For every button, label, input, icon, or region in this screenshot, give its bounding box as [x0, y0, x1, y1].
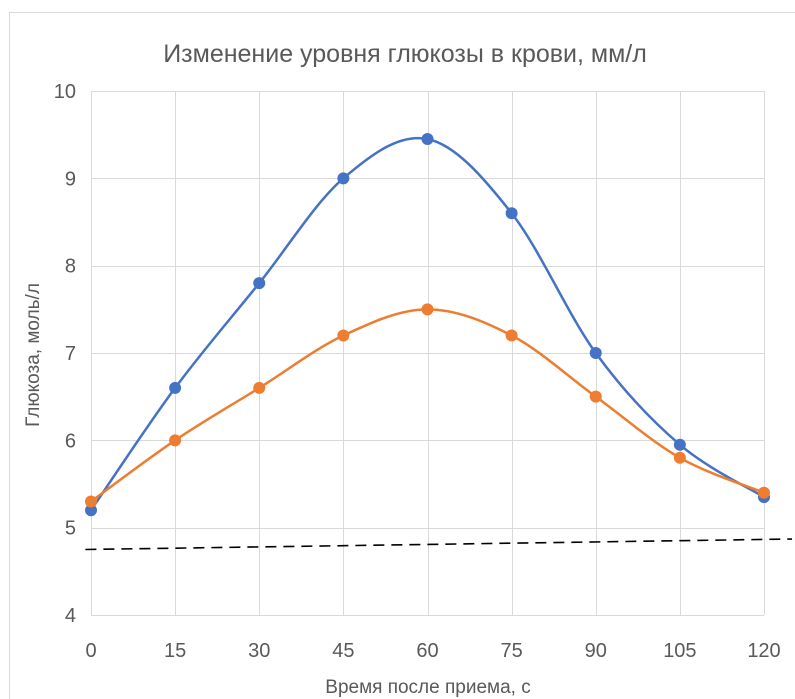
- y-tick-label: 4: [65, 605, 76, 627]
- x-tick-label: 120: [747, 640, 780, 662]
- data-point: [758, 486, 770, 499]
- data-point: [673, 438, 686, 451]
- data-point: [421, 133, 434, 146]
- chart-title: Изменение уровня глюкозы в крови, мм/л: [163, 40, 647, 68]
- y-tick-label: 9: [65, 168, 76, 190]
- y-tick-label: 5: [65, 518, 76, 540]
- data-point: [253, 381, 266, 394]
- x-tick-label: 75: [501, 640, 523, 662]
- data-point: [589, 390, 602, 403]
- y-axis-title: Глюкоза, моль/л: [23, 283, 44, 427]
- series: [85, 133, 770, 517]
- y-tick-label: 8: [65, 256, 76, 278]
- data-point: [85, 495, 97, 508]
- data-point: [337, 172, 350, 185]
- x-tick-label: 90: [585, 640, 607, 662]
- x-axis-title: Время после приема, с: [325, 677, 530, 698]
- x-tick-label: 60: [416, 640, 438, 662]
- y-tick-label: 10: [54, 81, 76, 103]
- x-tick-label: 105: [663, 640, 696, 662]
- data-point: [85, 504, 97, 517]
- x-tick-label: 0: [85, 640, 96, 662]
- dashed-reference-line: [85, 538, 793, 551]
- data-point: [505, 207, 518, 220]
- annotations: [85, 538, 793, 551]
- series-2: [85, 303, 770, 508]
- data-point: [673, 451, 686, 464]
- y-tick-label: 6: [65, 430, 76, 452]
- data-point: [505, 329, 518, 342]
- series-1: [85, 133, 770, 517]
- data-point: [589, 347, 602, 359]
- y-tick-label: 7: [65, 343, 76, 365]
- chart-frame: [9, 12, 795, 699]
- data-point: [169, 434, 182, 447]
- x-tick-label: 45: [332, 640, 354, 662]
- data-point: [337, 329, 350, 342]
- data-point: [253, 277, 266, 290]
- data-point: [169, 381, 182, 394]
- x-tick-label: 15: [164, 640, 186, 662]
- x-tick-label: 30: [248, 640, 270, 662]
- data-point: [421, 303, 434, 316]
